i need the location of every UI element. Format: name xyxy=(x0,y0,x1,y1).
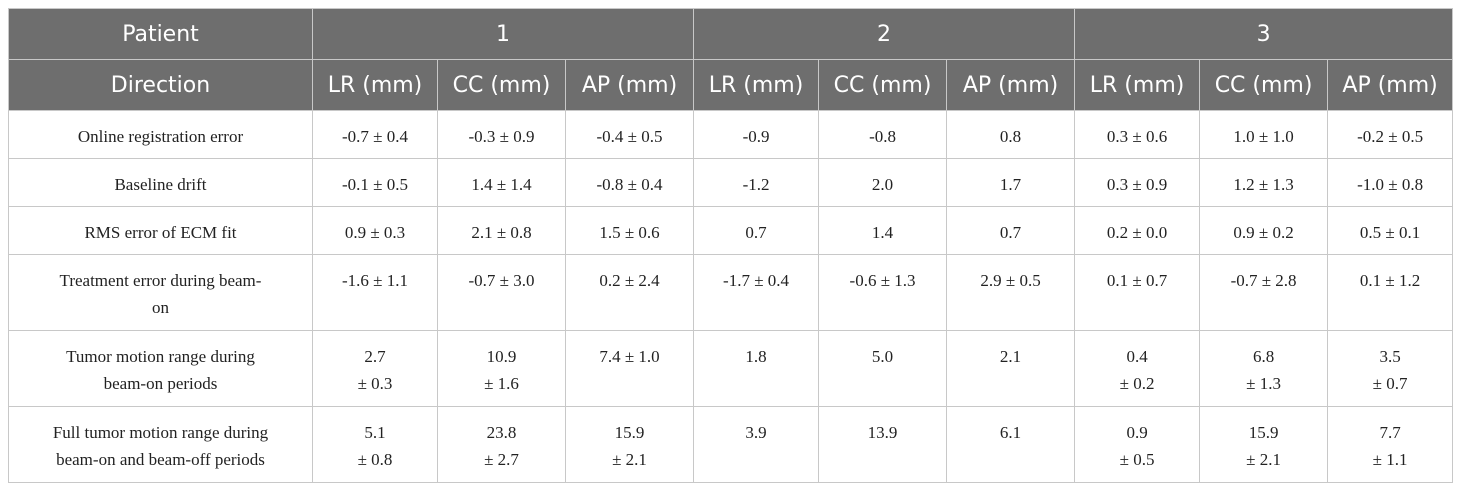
table-cell: 2.9 ± 0.5 xyxy=(946,254,1076,331)
row-label: Online registration error xyxy=(8,110,313,159)
table-cell: -0.7 ± 2.8 xyxy=(1199,254,1329,331)
table-cell: 0.8 xyxy=(946,110,1076,159)
table-cell: 0.4 ± 0.2 xyxy=(1074,330,1201,407)
direction-header: CC (mm) xyxy=(818,59,948,111)
table-cell: -1.0 ± 0.8 xyxy=(1327,158,1454,207)
table-cell: 23.8 ± 2.7 xyxy=(437,406,566,483)
direction-header: AP (mm) xyxy=(564,59,695,111)
table-cell: 15.9 ± 2.1 xyxy=(1199,406,1329,483)
table-cell: -1.2 xyxy=(693,158,820,207)
row-label: Tumor motion range during beam-on period… xyxy=(8,330,313,407)
table-cell: 0.1 ± 0.7 xyxy=(1074,254,1201,331)
table-body: Online registration error -0.7 ± 0.4 -0.… xyxy=(8,110,1454,483)
table-row: RMS error of ECM fit 0.9 ± 0.3 2.1 ± 0.8… xyxy=(8,206,1454,255)
table-cell: -0.4 ± 0.5 xyxy=(564,110,695,159)
table-cell: -0.3 ± 0.9 xyxy=(437,110,566,159)
table-row: Baseline drift -0.1 ± 0.5 1.4 ± 1.4 -0.8… xyxy=(8,158,1454,207)
table-cell: 0.1 ± 1.2 xyxy=(1327,254,1454,331)
table-cell: 0.9 ± 0.2 xyxy=(1199,206,1329,255)
data-table: Patient 1 2 3 Direction LR (mm) CC (mm) … xyxy=(8,8,1454,483)
table-cell: -0.7 ± 0.4 xyxy=(312,110,438,159)
table-cell: 6.8 ± 1.3 xyxy=(1199,330,1329,407)
direction-header-row: Direction LR (mm) CC (mm) AP (mm) LR (mm… xyxy=(8,59,1454,111)
table-cell: -0.8 ± 0.4 xyxy=(564,158,695,207)
patient-header-row: Patient 1 2 3 xyxy=(8,8,1454,60)
table-row: Treatment error during beam- on -1.6 ± 1… xyxy=(8,254,1454,331)
table-header: Patient 1 2 3 Direction LR (mm) CC (mm) … xyxy=(8,8,1454,111)
table-cell: 13.9 xyxy=(818,406,948,483)
direction-header: AP (mm) xyxy=(1327,59,1454,111)
direction-header: LR (mm) xyxy=(693,59,820,111)
direction-header: LR (mm) xyxy=(312,59,438,111)
table-cell: 0.9 ± 0.5 xyxy=(1074,406,1201,483)
table-cell: 6.1 xyxy=(946,406,1076,483)
direction-header: CC (mm) xyxy=(1199,59,1329,111)
table-row: Full tumor motion range during beam-on a… xyxy=(8,406,1454,483)
direction-header-label: Direction xyxy=(8,59,313,111)
direction-header: LR (mm) xyxy=(1074,59,1201,111)
row-label: Full tumor motion range during beam-on a… xyxy=(8,406,313,483)
table-cell: 1.0 ± 1.0 xyxy=(1199,110,1329,159)
table-cell: 1.4 xyxy=(818,206,948,255)
direction-header: AP (mm) xyxy=(946,59,1076,111)
table-cell: 0.7 xyxy=(693,206,820,255)
patient-header-label: Patient xyxy=(8,8,313,60)
table-cell: 1.4 ± 1.4 xyxy=(437,158,566,207)
table-cell: 3.9 xyxy=(693,406,820,483)
table-cell: 0.9 ± 0.3 xyxy=(312,206,438,255)
table-cell: 0.3 ± 0.6 xyxy=(1074,110,1201,159)
table-cell: -1.6 ± 1.1 xyxy=(312,254,438,331)
table-cell: 7.4 ± 1.0 xyxy=(564,330,695,407)
patient-3-header: 3 xyxy=(1074,8,1454,60)
table-cell: 2.0 xyxy=(818,158,948,207)
table-cell: 1.7 xyxy=(946,158,1076,207)
table-cell: 15.9 ± 2.1 xyxy=(564,406,695,483)
table-cell: 2.1 xyxy=(946,330,1076,407)
table-cell: 5.0 xyxy=(818,330,948,407)
direction-header: CC (mm) xyxy=(437,59,566,111)
table-cell: 7.7 ± 1.1 xyxy=(1327,406,1454,483)
table-cell: 5.1 ± 0.8 xyxy=(312,406,438,483)
table-cell: 1.2 ± 1.3 xyxy=(1199,158,1329,207)
table-cell: -0.8 xyxy=(818,110,948,159)
table-cell: 0.2 ± 0.0 xyxy=(1074,206,1201,255)
table-cell: 0.5 ± 0.1 xyxy=(1327,206,1454,255)
table-cell: 3.5 ± 0.7 xyxy=(1327,330,1454,407)
table-cell: -0.9 xyxy=(693,110,820,159)
row-label: Baseline drift xyxy=(8,158,313,207)
table-row: Online registration error -0.7 ± 0.4 -0.… xyxy=(8,110,1454,159)
table-cell: -0.1 ± 0.5 xyxy=(312,158,438,207)
table-cell: 10.9 ± 1.6 xyxy=(437,330,566,407)
table-cell: 1.8 xyxy=(693,330,820,407)
patient-2-header: 2 xyxy=(693,8,1076,60)
table-cell: 0.7 xyxy=(946,206,1076,255)
table-cell: 0.2 ± 2.4 xyxy=(564,254,695,331)
table-row: Tumor motion range during beam-on period… xyxy=(8,330,1454,407)
table-cell: -0.6 ± 1.3 xyxy=(818,254,948,331)
table-cell: -0.7 ± 3.0 xyxy=(437,254,566,331)
table-cell: 0.3 ± 0.9 xyxy=(1074,158,1201,207)
table-cell: -0.2 ± 0.5 xyxy=(1327,110,1454,159)
row-label: RMS error of ECM fit xyxy=(8,206,313,255)
row-label: Treatment error during beam- on xyxy=(8,254,313,331)
table-cell: -1.7 ± 0.4 xyxy=(693,254,820,331)
table-cell: 1.5 ± 0.6 xyxy=(564,206,695,255)
patient-1-header: 1 xyxy=(311,8,695,60)
table-cell: 2.1 ± 0.8 xyxy=(437,206,566,255)
table-cell: 2.7 ± 0.3 xyxy=(312,330,438,407)
